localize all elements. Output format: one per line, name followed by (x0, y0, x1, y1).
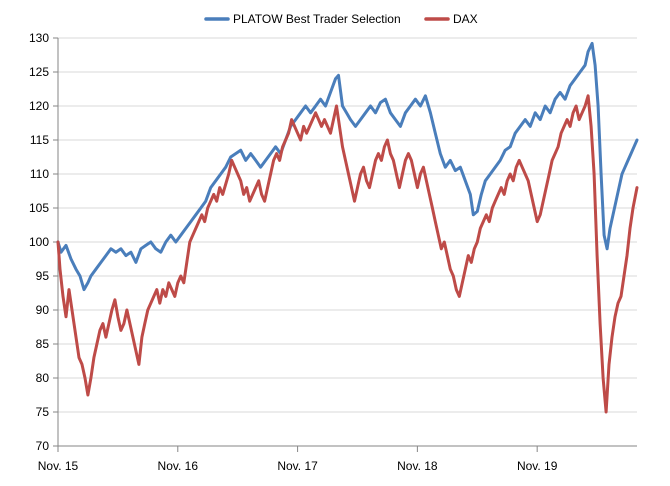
y-tick-label: 80 (36, 371, 50, 385)
y-tick-label: 130 (29, 31, 49, 45)
x-tick-label: Nov. 15 (38, 459, 79, 473)
x-tick-label: Nov. 18 (397, 459, 438, 473)
x-tick-label: Nov. 19 (517, 459, 558, 473)
y-tick-label: 120 (29, 99, 49, 113)
y-tick-label: 90 (36, 303, 50, 317)
x-tick-label: Nov. 17 (277, 459, 318, 473)
y-tick-label: 70 (36, 439, 50, 453)
legend-label: PLATOW Best Trader Selection (233, 12, 401, 26)
y-tick-label: 105 (29, 201, 49, 215)
x-tick-label: Nov. 16 (158, 459, 199, 473)
series-line-platow (56, 41, 639, 292)
x-axis-ticks: Nov. 15 Nov. 16 Nov. 17 Nov. 18 Nov. 19 (38, 446, 558, 473)
y-tick-label: 75 (36, 405, 50, 419)
y-tick-label: 85 (36, 337, 50, 351)
gridlines (58, 37, 637, 413)
y-tick-label: 100 (29, 235, 49, 249)
y-tick-label: 115 (30, 133, 49, 147)
y-tick-label: 125 (29, 65, 49, 79)
series-lines (56, 41, 639, 414)
legend-label: DAX (453, 12, 478, 26)
y-tick-label: 95 (36, 269, 50, 283)
series-line-dax (56, 94, 639, 414)
y-tick-label: 110 (30, 167, 49, 181)
y-axis-ticks: 70 75 80 85 90 95 100 105 110 115 120 125 130 (29, 31, 58, 453)
legend: PLATOW Best Trader Selection DAX (204, 12, 478, 26)
